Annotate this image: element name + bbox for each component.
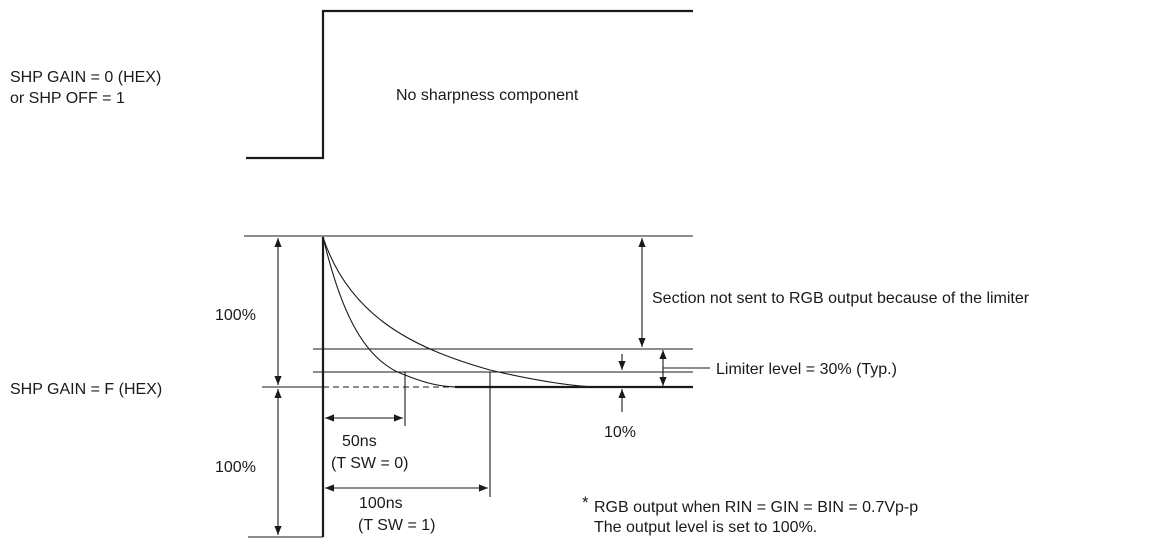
footnote-line2: The output level is set to 100%. — [594, 519, 817, 536]
upper-100-label: 100% — [215, 307, 256, 324]
decay-curve-50ns — [322, 236, 461, 388]
top-condition-line1: SHP GAIN = 0 (HEX) — [10, 69, 161, 86]
t100-condition-label: (T SW = 1) — [358, 517, 436, 534]
footnote-line1: RGB output when RIN = GIN = BIN = 0.7Vp-… — [594, 499, 918, 516]
section-not-sent-label: Section not sent to RGB output because o… — [652, 290, 1030, 307]
limiter-level-label: Limiter level = 30% (Typ.) — [716, 361, 897, 378]
t50-condition-label: (T SW = 0) — [331, 455, 409, 472]
top-condition-line2: or SHP OFF = 1 — [10, 90, 125, 107]
t50-value-label: 50ns — [342, 433, 377, 450]
decay-curve-100ns — [322, 236, 601, 388]
t100-value-label: 100ns — [359, 495, 403, 512]
lower-100-label: 100% — [215, 459, 256, 476]
ten-percent-label: 10% — [604, 424, 636, 441]
step-waveform-no-sharpness — [246, 9, 693, 160]
footnote-mark: * — [582, 493, 589, 512]
top-caption: No sharpness component — [396, 87, 579, 104]
bottom-condition-label: SHP GAIN = F (HEX) — [10, 381, 162, 398]
